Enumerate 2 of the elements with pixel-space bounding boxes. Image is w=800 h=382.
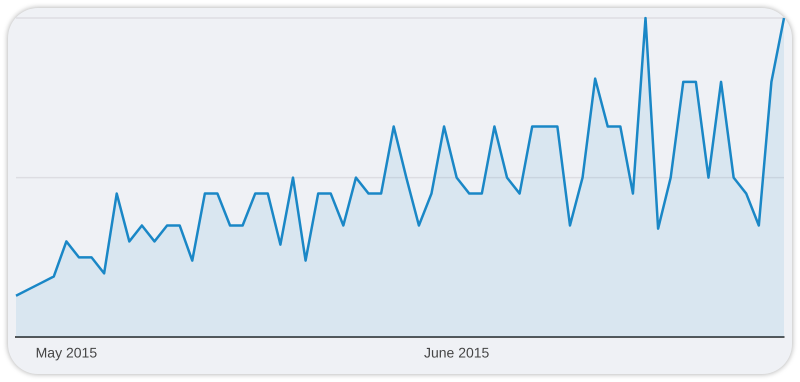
x-tick-label: June 2015 <box>424 344 490 360</box>
x-tick-label: May 2015 <box>36 344 98 360</box>
